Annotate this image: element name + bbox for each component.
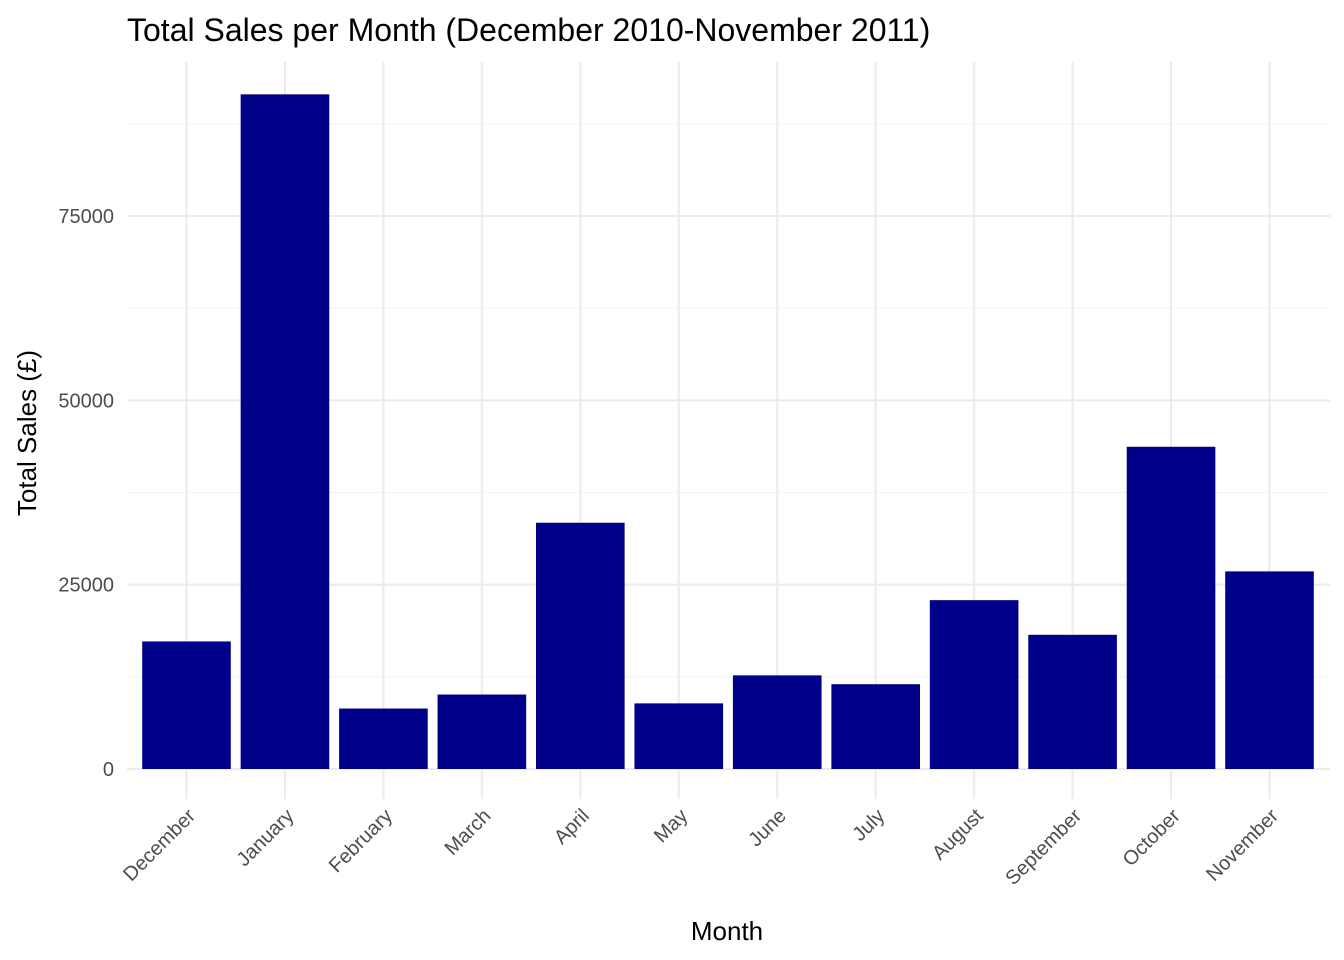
x-tick-label-november: November [1202,805,1283,886]
chart-title: Total Sales per Month (December 2010-Nov… [127,12,930,48]
bar-june [732,675,822,769]
x-axis-ticks: December January February March April May June… [119,805,1283,890]
x-tick-label-february: February [325,805,397,877]
x-tick-label-september: September [1001,805,1086,890]
y-axis-title: Total Sales (£) [12,350,42,516]
bar-november [1225,571,1314,769]
y-tick-label: 50000 [58,390,114,412]
y-tick-label: 0 [103,759,114,781]
x-tick-label-october: October [1119,805,1185,871]
y-tick-label: 75000 [58,206,114,228]
x-axis-title: Month [691,916,763,946]
bar-july [831,684,920,769]
y-tick-label: 25000 [58,575,114,597]
bar-april [536,522,625,769]
bars [142,94,1314,770]
bar-december [142,641,231,769]
bar-february [339,708,428,769]
bar-august [929,600,1019,769]
x-tick-label-march: March [441,805,496,860]
x-tick-label-december: December [119,805,200,886]
x-tick-label-january: January [233,805,299,871]
y-axis-ticks: 0 25000 50000 75000 [58,206,114,781]
x-tick-label-april: April [550,805,594,849]
x-tick-label-june: June [745,805,791,851]
x-tick-label-august: August [928,805,988,865]
x-tick-label-may: May [650,805,692,847]
bar-march [437,694,527,769]
bar-january [240,94,330,770]
bar-october [1126,446,1216,769]
bar-september [1028,634,1117,769]
x-tick-label-july: July [849,805,890,846]
bar-may [634,703,724,769]
